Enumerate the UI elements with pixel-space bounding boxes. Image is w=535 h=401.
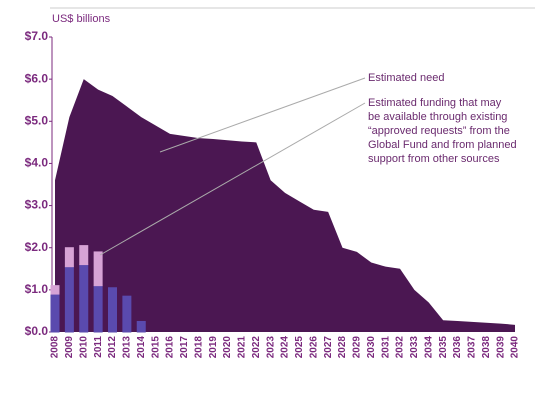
x-tick-label: 2014 bbox=[136, 336, 147, 359]
x-tick-label: 2036 bbox=[452, 336, 463, 359]
x-tick-label: 2028 bbox=[337, 336, 348, 359]
funding-bar bbox=[64, 266, 74, 333]
x-tick-label: 2029 bbox=[352, 336, 363, 359]
x-tick-label: 2009 bbox=[64, 336, 75, 359]
y-tick-label: $0.0 bbox=[25, 324, 49, 338]
x-tick-label: 2021 bbox=[237, 336, 248, 359]
x-tick-label: 2035 bbox=[438, 336, 449, 359]
x-tick-label: 2039 bbox=[495, 336, 506, 359]
y-tick-label: $2.0 bbox=[25, 240, 49, 254]
funding-bar bbox=[79, 264, 89, 333]
x-tick-label: 2026 bbox=[308, 336, 319, 359]
funding-bar bbox=[136, 320, 146, 333]
x-tick-label: 2015 bbox=[150, 336, 161, 359]
funding-bar bbox=[64, 247, 74, 268]
funding-bar bbox=[122, 295, 132, 333]
x-tick-label: 2019 bbox=[208, 336, 219, 359]
x-tick-label: 2020 bbox=[222, 336, 233, 359]
funding-bar bbox=[93, 251, 103, 287]
x-tick-label: 2033 bbox=[409, 336, 420, 359]
x-tick-label: 2018 bbox=[193, 336, 204, 359]
annotation: Estimated need bbox=[368, 72, 444, 84]
y-tick-label: $7.0 bbox=[25, 29, 49, 43]
x-tick-label: 2040 bbox=[510, 336, 521, 359]
y-tick-label: $6.0 bbox=[25, 71, 49, 85]
x-tick-label: 2023 bbox=[265, 336, 276, 359]
x-tick-label: 2011 bbox=[93, 336, 104, 358]
x-tick-label: 2017 bbox=[179, 336, 190, 359]
x-tick-label: 2027 bbox=[323, 336, 334, 359]
x-tick-label: 2032 bbox=[395, 336, 406, 359]
x-tick-label: 2022 bbox=[251, 336, 262, 359]
x-tick-label: 2012 bbox=[107, 336, 118, 359]
funding-bar bbox=[108, 287, 117, 333]
x-tick-label: 2025 bbox=[294, 336, 305, 359]
y-tick-label: $5.0 bbox=[25, 113, 49, 127]
y-tick-label: $1.0 bbox=[25, 282, 49, 296]
funding-bar bbox=[79, 245, 89, 266]
annotation: Estimated funding that may bbox=[368, 97, 502, 109]
funding-bar bbox=[50, 285, 60, 295]
x-tick-label: 2010 bbox=[78, 336, 89, 359]
y-tick-label: $4.0 bbox=[25, 156, 49, 170]
x-tick-label: 2031 bbox=[380, 336, 391, 359]
x-tick-label: 2008 bbox=[50, 336, 61, 359]
funding-bar bbox=[50, 293, 60, 333]
x-tick-label: 2024 bbox=[280, 336, 291, 359]
x-tick-label: 2034 bbox=[423, 336, 434, 359]
y-tick-label: $3.0 bbox=[25, 198, 49, 212]
leader-line bbox=[99, 102, 366, 256]
need-area bbox=[55, 79, 515, 333]
leader-line bbox=[159, 77, 366, 153]
x-tick-label: 2013 bbox=[122, 336, 133, 359]
funding-bar bbox=[93, 285, 103, 333]
x-tick-label: 2016 bbox=[165, 336, 176, 359]
annotation: be available through existing bbox=[368, 111, 507, 123]
annotation: “approved requests” from the bbox=[368, 125, 510, 137]
x-tick-label: 2037 bbox=[467, 336, 478, 359]
annotation: Global Fund and from planned bbox=[368, 139, 517, 151]
y-axis-label: US$ billions bbox=[52, 13, 111, 25]
x-tick-label: 2030 bbox=[366, 336, 377, 359]
annotation: support from other sources bbox=[368, 153, 500, 165]
x-tick-label: 2038 bbox=[481, 336, 492, 359]
